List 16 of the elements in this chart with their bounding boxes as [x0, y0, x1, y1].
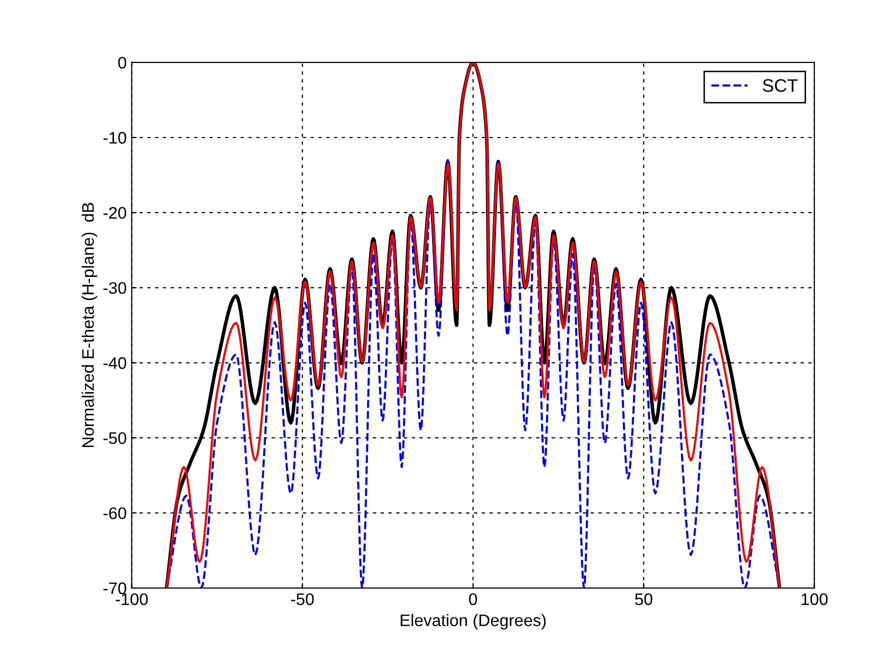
y-tick-label: -10: [104, 132, 126, 144]
y-tick-label: -50: [104, 432, 126, 444]
x-tick-label: -100: [116, 593, 148, 606]
y-tick-label: -30: [104, 282, 126, 294]
x-axis-title: Elevation (Degrees): [400, 614, 546, 630]
y-tick-label: 0: [118, 56, 126, 69]
x-tick-label: 0: [469, 593, 478, 606]
y-tick-label: -20: [104, 206, 126, 219]
x-tick-label: 100: [802, 593, 828, 606]
y-tick-label: -40: [104, 357, 126, 369]
legend-label: SCT: [762, 79, 798, 92]
y-tick-label: -60: [104, 507, 126, 520]
x-tick-label: -50: [291, 593, 314, 606]
y-tick-label: -70: [104, 582, 126, 594]
y-axis-title: Normalized E-theta (H-plane) dB: [82, 202, 98, 448]
x-tick-label: 50: [635, 593, 652, 606]
